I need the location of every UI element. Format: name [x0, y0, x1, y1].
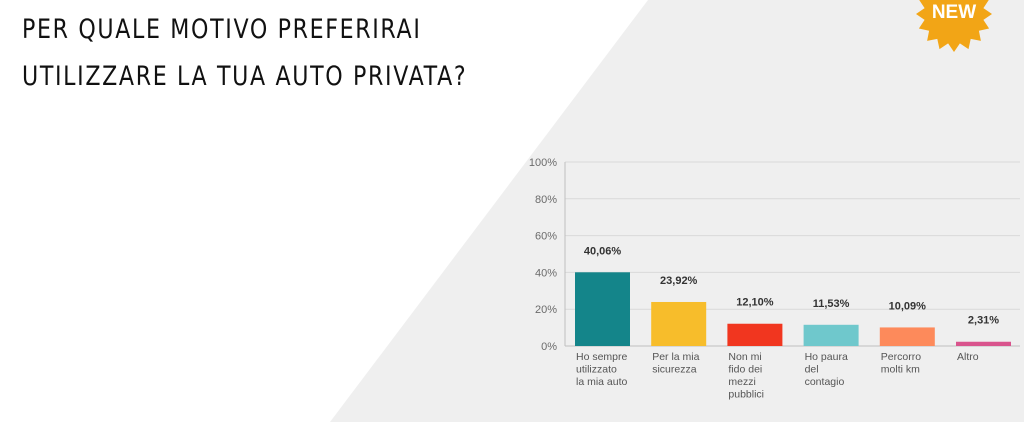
- grey-diagonal-panel: [330, 0, 1024, 422]
- new-badge: NEW: [916, 0, 992, 52]
- category-labels: Ho sempre utilizzato la mia auto Per la mia…: [576, 351, 979, 401]
- bar: [803, 324, 859, 346]
- y-tick-label: 60%: [535, 231, 557, 243]
- category-label: Percorro molti km: [881, 351, 921, 376]
- new-badge-star-icon: [916, 0, 992, 52]
- bar-chart: 0% 20% 40% 60% 80% 100% 40,06% 23,92% 12,10% 11,…: [529, 157, 1020, 401]
- grid-layer: [564, 161, 1020, 347]
- bar: [651, 301, 707, 346]
- value-labels: 40,06% 23,92% 12,10% 11,53% 10,09% 2,31%: [584, 245, 999, 326]
- data-label: 12,10%: [736, 297, 774, 309]
- category-label: Per la mia sicurezza: [652, 351, 699, 376]
- data-label: 11,53%: [813, 298, 850, 310]
- bars: [575, 272, 1011, 346]
- data-label: 10,09%: [889, 300, 927, 312]
- bar: [956, 341, 1011, 346]
- category-label: Ho sempre utilizzato la mia auto: [576, 351, 628, 388]
- bar: [727, 323, 783, 346]
- page-title-line-1: PER QUALE MOTIVO PREFERIRAI: [22, 14, 422, 45]
- category-label: Ho paura del contagio: [805, 351, 848, 388]
- y-tick-label: 0%: [541, 341, 557, 353]
- y-tick-labels: 0% 20% 40% 60% 80% 100%: [529, 157, 557, 353]
- bar: [879, 327, 935, 346]
- page-title-line-2: UTILIZZARE LA TUA AUTO PRIVATA?: [22, 61, 468, 92]
- data-label: 23,92%: [660, 275, 698, 287]
- category-label: Altro: [957, 351, 979, 363]
- bar: [575, 272, 630, 346]
- data-label: 40,06%: [584, 245, 622, 257]
- new-badge-label: NEW: [932, 2, 976, 23]
- y-tick-label: 40%: [535, 267, 557, 279]
- page-title: PER QUALE MOTIVO PREFERIRAI UTILIZZARE L…: [22, 6, 467, 100]
- category-label: Non mi fido dei mezzi pubblici: [728, 351, 764, 401]
- data-label: 2,31%: [968, 315, 999, 327]
- y-tick-label: 20%: [535, 304, 557, 316]
- y-tick-label: 100%: [529, 157, 557, 169]
- y-tick-label: 80%: [535, 194, 557, 206]
